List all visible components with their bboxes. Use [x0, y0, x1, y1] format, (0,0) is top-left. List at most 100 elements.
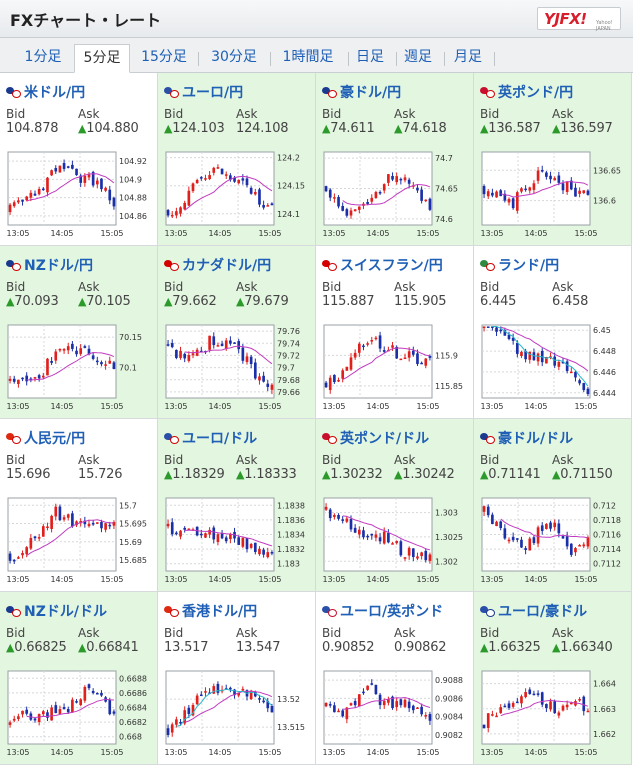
currency-pair-link[interactable]: 人民元/円 — [6, 428, 85, 448]
currency-pair-link[interactable]: ユーロ/豪ドル — [480, 601, 587, 621]
tab-4[interactable]: 1時間足 — [282, 49, 334, 65]
currency-pair-link[interactable]: 米ドル/円 — [6, 82, 85, 102]
candle-body — [428, 554, 432, 561]
x-tick-label: 15:05 — [416, 402, 439, 411]
tab-0[interactable]: 1分足 — [24, 49, 62, 65]
candle-body — [112, 521, 116, 526]
currency-pair-link[interactable]: 豪ドル/円 — [322, 82, 401, 102]
x-tick-label: 15:05 — [416, 229, 439, 238]
currency-pair-link[interactable]: ユーロ/ドル — [164, 428, 257, 448]
price-chart[interactable]: 1.664 1.663 1.662 13:05 14:05 15:05 — [480, 668, 626, 758]
currency-pair-link[interactable]: 香港ドル/円 — [164, 601, 257, 621]
candle-body — [54, 705, 58, 714]
x-tick-label: 14:05 — [366, 229, 389, 238]
moving-average-short — [492, 326, 589, 387]
x-tick-label: 13:05 — [322, 402, 345, 411]
currency-pair-link[interactable]: ランド/円 — [480, 255, 559, 275]
candle-body — [341, 710, 345, 717]
candle-body — [328, 189, 332, 198]
candle-body — [8, 204, 12, 213]
currency-pair-link[interactable]: カナダドル/円 — [164, 255, 271, 275]
price-chart[interactable]: 0.712 0.7118 0.7116 0.7114 0.7112 13:05 14:05 1… — [480, 495, 626, 585]
price-chart[interactable]: 1.303 1.3025 1.302 13:05 14:05 15:05 — [322, 495, 468, 585]
x-tick-label: 15:05 — [100, 748, 123, 757]
candle-body — [486, 713, 490, 728]
candle-body — [411, 350, 415, 355]
candle-body — [416, 556, 419, 559]
price-chart[interactable]: 79.76 79.74 79.72 79.7 79.68 79.66 13:05 14:05 1… — [164, 322, 310, 412]
tab-2[interactable]: 15分足 — [141, 49, 187, 65]
price-chart[interactable]: 0.6688 0.6686 0.6684 0.6682 0.668 13:05 14:05 1… — [6, 668, 152, 758]
candle-body — [249, 356, 253, 364]
tab-7[interactable]: 月足 — [454, 49, 482, 65]
tab-5[interactable]: 日足 — [356, 49, 384, 65]
candle-body — [262, 700, 265, 703]
currency-pair-link[interactable]: スイスフラン/円 — [322, 255, 443, 275]
candle-body — [349, 210, 353, 216]
bid-value: ▲124.103 — [164, 121, 225, 136]
candle-body — [41, 375, 45, 378]
price-chart[interactable]: 124.2 124.15 124.1 13:05 14:05 15:05 — [164, 149, 310, 239]
moving-average-long — [26, 519, 114, 557]
currency-flag-icon — [6, 87, 22, 98]
y-tick-label: 104.86 — [119, 212, 147, 221]
candle-body — [428, 714, 432, 721]
price-chart[interactable]: 104.92 104.9 104.88 104.86 13:05 14:05 15:05 — [6, 149, 152, 239]
bid-value: 104.878 — [6, 121, 59, 136]
candle-body — [341, 370, 345, 379]
currency-pair-link[interactable]: 英ポンド/ドル — [322, 428, 429, 448]
price-chart[interactable]: 70.15 70.1 13:05 14:05 15:05 — [6, 322, 152, 412]
candle-body — [220, 168, 224, 175]
candle-body — [237, 179, 241, 184]
price-chart[interactable]: 0.9088 0.9086 0.9084 0.9082 13:05 14:05 15:05 — [322, 668, 468, 758]
currency-pair-link[interactable]: NZドル/ドル — [6, 601, 107, 621]
candle-body — [416, 187, 419, 191]
price-chart[interactable]: 115.9 115.85 13:05 14:05 15:05 — [322, 322, 468, 412]
currency-pair-link[interactable]: ユーロ/英ポンド — [322, 601, 443, 621]
price-chart[interactable]: 136.65 136.6 13:05 14:05 15:05 — [480, 149, 626, 239]
candle-body — [95, 522, 99, 524]
candle-body — [104, 187, 107, 191]
y-tick-label: 136.65 — [593, 166, 621, 175]
candle-body — [524, 188, 527, 191]
tab-6[interactable]: 週足 — [404, 49, 432, 65]
ask-label: Ask — [394, 107, 416, 121]
tab-1[interactable]: 5分足 — [74, 44, 130, 73]
candle-body — [495, 327, 498, 332]
candle-body — [482, 326, 486, 328]
candle-body — [499, 190, 503, 197]
y-tick-label: 104.88 — [119, 194, 147, 203]
candle-body — [95, 360, 99, 363]
bid-number: 0.66825 — [14, 640, 67, 655]
candle-body — [495, 715, 498, 718]
currency-flag-icon — [164, 260, 180, 271]
tab-3[interactable]: 30分足 — [211, 49, 257, 65]
currency-pair-link[interactable]: NZドル/円 — [6, 255, 93, 275]
bid-value: 0.90852 — [322, 640, 375, 655]
candle-body — [586, 190, 590, 195]
candle-body — [353, 209, 357, 212]
currency-pair-link[interactable]: ユーロ/円 — [164, 82, 243, 102]
candle-body — [216, 683, 220, 693]
price-chart[interactable]: 74.7 74.65 74.6 13:05 14:05 15:05 — [322, 149, 468, 239]
candle-body — [520, 539, 523, 548]
candle-body — [266, 205, 270, 207]
y-tick-label: 1.1834 — [277, 531, 305, 540]
price-chart[interactable]: 13.52 13.515 13:05 14:05 15:05 — [164, 668, 310, 758]
bid-label: Bid — [6, 107, 26, 121]
currency-pair-link[interactable]: 豪ドル/ドル — [480, 428, 573, 448]
app-header: FXチャート・レート YJFX! Yahoo! JAPAN — [0, 0, 633, 38]
candle-body — [495, 521, 498, 526]
price-chart[interactable]: 6.45 6.448 6.446 6.444 13:05 14:05 15:05 — [480, 322, 626, 412]
price-chart[interactable]: 1.1838 1.1836 1.1834 1.1832 1.183 13:05 14:05 1… — [164, 495, 310, 585]
candle-body — [75, 701, 78, 703]
bid-label: Bid — [480, 280, 500, 294]
currency-flag-icon — [480, 260, 496, 271]
bid-value: ▲136.587 — [480, 121, 541, 136]
candle-body — [395, 176, 399, 183]
yjfx-logo[interactable]: YJFX! Yahoo! JAPAN — [537, 7, 621, 32]
bid-number: 15.696 — [6, 467, 51, 482]
y-tick-label: 70.1 — [119, 364, 137, 373]
currency-pair-link[interactable]: 英ポンド/円 — [480, 82, 573, 102]
price-chart[interactable]: 15.7 15.695 15.69 15.685 13:05 14:05 15:05 — [6, 495, 152, 585]
